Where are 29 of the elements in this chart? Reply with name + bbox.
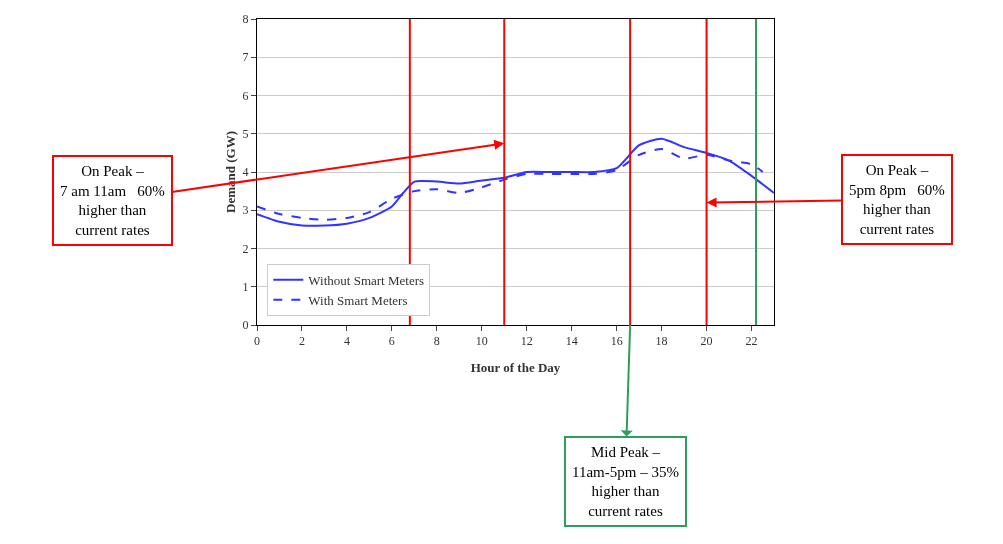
y-tick-label: 6 bbox=[242, 88, 249, 103]
x-tick-label: 18 bbox=[655, 334, 668, 349]
x-tick-label: 0 bbox=[254, 334, 260, 349]
y-tick-label: 5 bbox=[242, 126, 249, 141]
x-axis-title: Hour of the Day bbox=[470, 360, 561, 375]
x-tick-label: 22 bbox=[745, 334, 758, 349]
line-series bbox=[257, 137, 774, 227]
y-tick-label: 0 bbox=[242, 318, 249, 333]
x-tick-label: 6 bbox=[388, 334, 395, 349]
y-tick-label: 3 bbox=[242, 203, 249, 218]
legend-label: Without Smart Meters bbox=[308, 272, 425, 288]
x-tick-label: 20 bbox=[700, 334, 713, 349]
x-tick-label: 8 bbox=[433, 334, 440, 349]
annotation: On Peak – 7 am 11am 60% higher than current rates bbox=[60, 163, 165, 238]
x-tick-label: 4 bbox=[343, 334, 350, 349]
annotation: Mid Peak – 11am-5pm – 35% higher than current rates bbox=[572, 444, 679, 519]
x-tick-label: 2 bbox=[298, 334, 305, 349]
x-tick-label: 10 bbox=[475, 334, 488, 349]
annotation: On Peak – 5pm 8pm 60% higher than current rates bbox=[849, 162, 945, 237]
x-tick-label: 14 bbox=[565, 334, 578, 349]
legend-label: With Smart Meters bbox=[308, 292, 408, 308]
x-tick-label: 12 bbox=[520, 334, 533, 349]
y-tick-label: 4 bbox=[242, 165, 249, 180]
y-tick-label: 8 bbox=[242, 12, 249, 27]
x-tick-label: 16 bbox=[610, 334, 623, 349]
y-tick-label: 1 bbox=[242, 279, 249, 294]
y-tick-label: 7 bbox=[242, 50, 249, 65]
y-tick-label: 2 bbox=[242, 241, 249, 256]
y-axis-title: Demand (GW) bbox=[222, 131, 238, 213]
